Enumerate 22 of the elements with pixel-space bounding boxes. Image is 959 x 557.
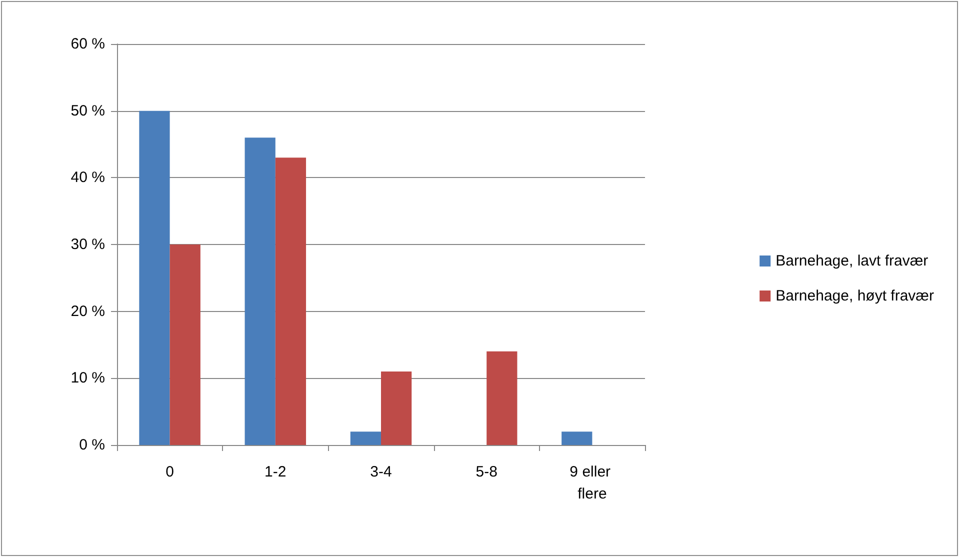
- y-tick-label: 0 %: [79, 436, 105, 454]
- y-tick-label: 10 %: [70, 370, 105, 387]
- y-tick-label: 20 %: [70, 302, 105, 320]
- y-tick-label: 50 %: [70, 102, 105, 120]
- bar: [562, 432, 592, 445]
- y-tick-label: 30 %: [70, 236, 105, 253]
- bar: [486, 351, 518, 445]
- y-tick-label: 60 %: [70, 36, 105, 52]
- legend-label: Barnehage, lavt fravær: [776, 252, 928, 270]
- bar: [139, 110, 170, 445]
- x-tick-label: 3-4: [370, 464, 392, 480]
- x-tick-label: 5-8: [476, 464, 498, 480]
- bar: [275, 158, 306, 445]
- bar: [244, 138, 276, 445]
- bar: [350, 432, 381, 445]
- x-tick-label: 9 eller flere: [570, 464, 615, 502]
- legend-label: Barnehage, høyt fravær: [776, 288, 934, 304]
- bar: [381, 371, 412, 445]
- x-tick-label: 1-2: [264, 464, 286, 480]
- y-tick-label: 40 %: [70, 169, 105, 186]
- bar: [170, 244, 200, 445]
- x-tick-label: 0: [166, 464, 174, 480]
